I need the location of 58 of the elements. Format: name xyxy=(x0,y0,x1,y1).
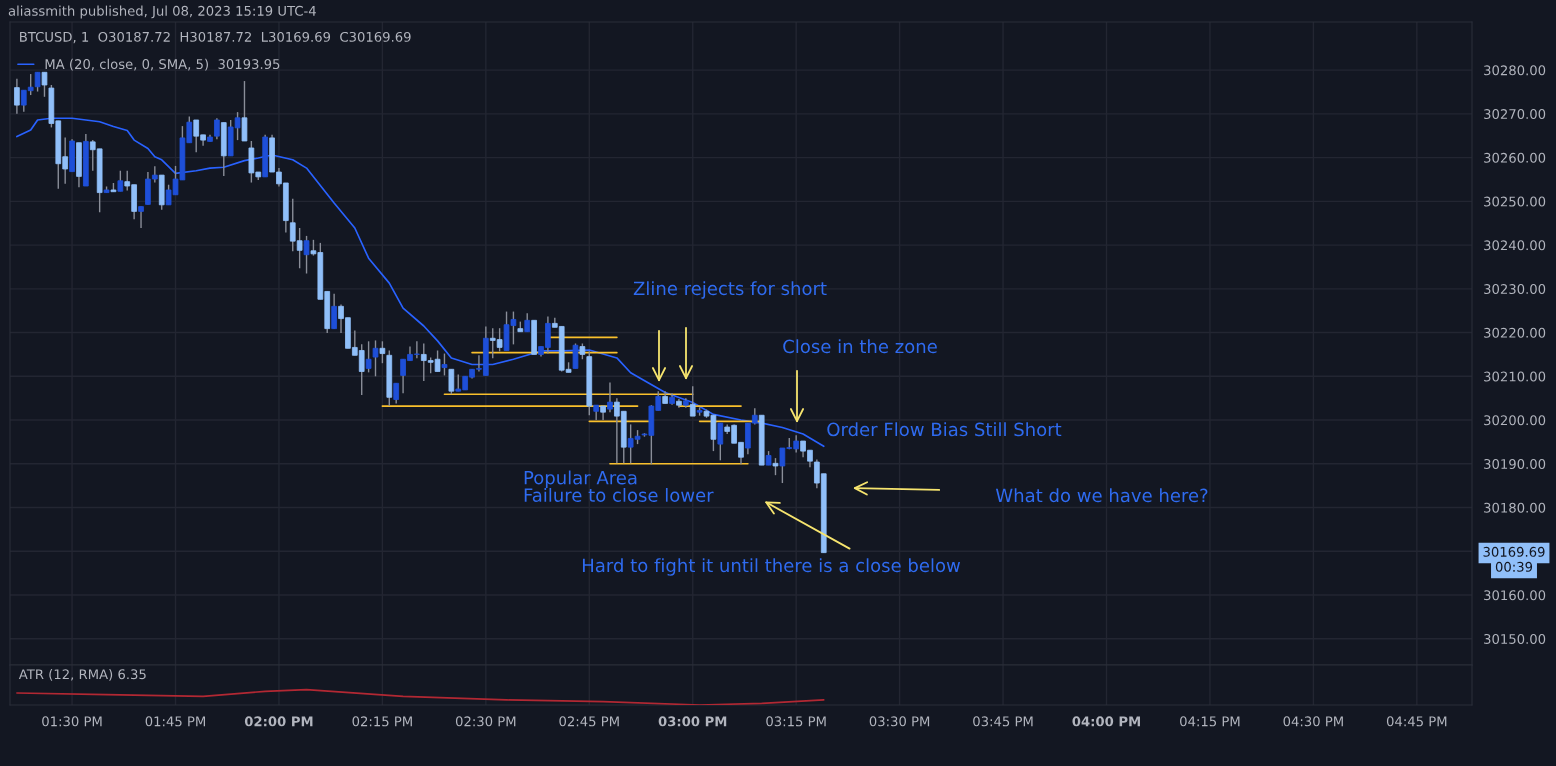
candlestick xyxy=(393,382,400,405)
candlestick xyxy=(372,339,379,378)
y-tick-label: 30200.00 xyxy=(1484,415,1546,426)
x-tick-label: 04:45 PM xyxy=(1386,716,1447,727)
y-tick-label: 30240.00 xyxy=(1484,240,1546,251)
candlestick xyxy=(241,80,248,142)
y-tick-label: 30230.00 xyxy=(1484,284,1546,295)
candlestick xyxy=(331,292,337,330)
candlestick xyxy=(572,342,579,370)
x-tick-label: 01:30 PM xyxy=(42,716,102,727)
y-tick-label: 30210.00 xyxy=(1484,371,1546,382)
candlestick xyxy=(448,368,455,395)
y-tick-label: 30270.00 xyxy=(1484,109,1546,120)
y-tick-label: 30250.00 xyxy=(1484,196,1546,207)
x-tick-label: 03:30 PM xyxy=(869,716,930,727)
candlestick xyxy=(117,170,124,192)
x-tick-label: 02:30 PM xyxy=(455,716,516,727)
x-tick-label: 02:00 PM xyxy=(244,716,313,727)
candlestick xyxy=(689,385,696,417)
candlestick xyxy=(524,312,531,333)
text: 00:39 xyxy=(1495,561,1533,572)
candlestick xyxy=(379,340,386,364)
y-tick-label: 30260.00 xyxy=(1484,152,1546,163)
y-tick-label: 30220.00 xyxy=(1484,327,1546,338)
x-tick-label: 04:15 PM xyxy=(1180,716,1240,727)
candlestick xyxy=(41,71,48,98)
candlestick xyxy=(717,422,724,461)
legend-label: MA (20, close, 0, SMA, 5) 30193.95 xyxy=(45,58,280,71)
annotation: Hard to fight it until there is a close below xyxy=(582,558,961,576)
candlestick xyxy=(34,71,41,93)
x-tick-label: 01:45 PM xyxy=(145,716,205,727)
candlestick xyxy=(303,235,310,275)
x-tick-label: 04:30 PM xyxy=(1283,716,1343,727)
candlestick xyxy=(607,381,613,413)
y-tick-label: 30180.00 xyxy=(1484,502,1546,513)
x-tick-label: 04:00 PM xyxy=(1072,716,1140,727)
text: BTCUSD, 1 O30187.72 H30187.72 L30169.69 C30169.69 xyxy=(20,31,411,44)
annotation: Order Flow Bias Still Short xyxy=(827,422,1062,437)
y-tick-label: 30150.00 xyxy=(1484,633,1546,644)
x-tick-label: 03:00 PM xyxy=(658,716,727,727)
candlestick xyxy=(365,340,372,374)
y-tick-label: 30160.00 xyxy=(1484,590,1546,601)
y-tick-label: 30190.00 xyxy=(1484,459,1546,469)
text: 30169.69 xyxy=(1483,546,1545,557)
annotation: What do we have here? xyxy=(995,488,1208,503)
y-tick-label: 30280.00 xyxy=(1484,65,1546,76)
x-tick-label: 02:45 PM xyxy=(559,716,619,727)
candlestick xyxy=(14,78,20,115)
annotation: Popular Area Failure to close lower xyxy=(524,470,714,502)
annotation: Zline rejects for short xyxy=(633,281,827,299)
candlestick xyxy=(441,352,448,377)
x-tick-label: 02:15 PM xyxy=(352,716,412,727)
x-tick-label: 03:15 PM xyxy=(766,716,826,727)
candlestick xyxy=(138,205,144,229)
x-tick-label: 03:45 PM xyxy=(973,716,1033,727)
annotation: Close in the zone xyxy=(783,339,937,354)
chart-title: ATR (12, RMA) 6.35 xyxy=(18,669,146,681)
chart-subtitle: aliassmith published, Jul 08, 2023 15:19 UTC-4 xyxy=(8,5,316,19)
